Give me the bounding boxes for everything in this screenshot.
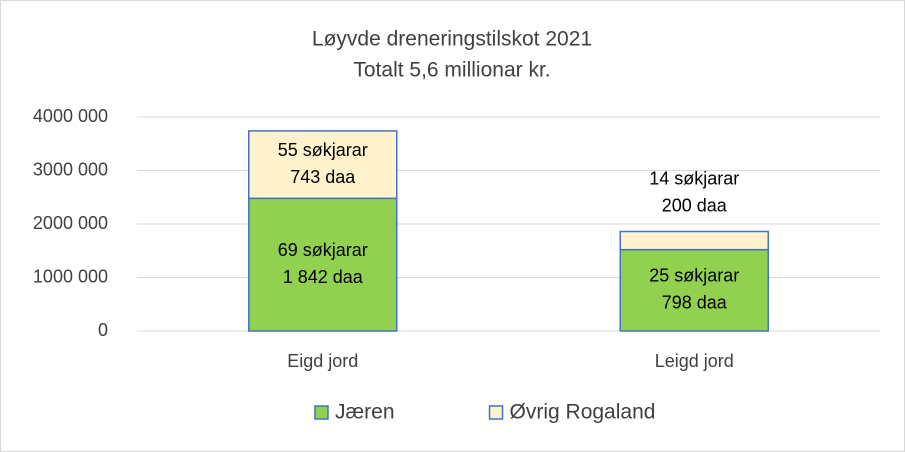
y-tick-label: 1000 000 (33, 266, 108, 286)
x-tick-label: Eigd jord (287, 351, 358, 371)
legend-swatch (314, 405, 329, 420)
bar-segment (619, 230, 769, 251)
bar-annotation: 798 daa (662, 293, 728, 313)
bar-segment (248, 197, 398, 332)
chart-subtitle: Totalt 5,6 millionar kr. (353, 59, 550, 82)
bar-segment (619, 248, 769, 332)
bar-annotation: 25 søkjarar (649, 266, 739, 286)
x-tick-label: Leigd jord (655, 351, 734, 371)
y-tick-label: 2000 000 (33, 213, 108, 233)
y-tick-label: 3000 000 (33, 159, 108, 179)
legend-label: Jæren (335, 401, 395, 424)
bar-annotation: 200 daa (662, 196, 728, 216)
y-tick-label: 4000 000 (33, 106, 108, 126)
bar-segment (248, 130, 398, 200)
bar-annotation: 55 søkjarar (278, 140, 368, 160)
y-tick-label: 0 (98, 320, 108, 340)
legend-label: Øvrig Rogaland (510, 401, 656, 424)
legend-swatch (488, 405, 504, 420)
chart-title: Løyvde dreneringstilskot 2021 (312, 28, 592, 51)
bar-annotation: 69 søkjarar (278, 240, 368, 260)
bar-annotation: 14 søkjarar (649, 169, 739, 189)
bar-annotation: 1 842 daa (283, 267, 364, 287)
bar-annotation: 743 daa (290, 167, 356, 187)
